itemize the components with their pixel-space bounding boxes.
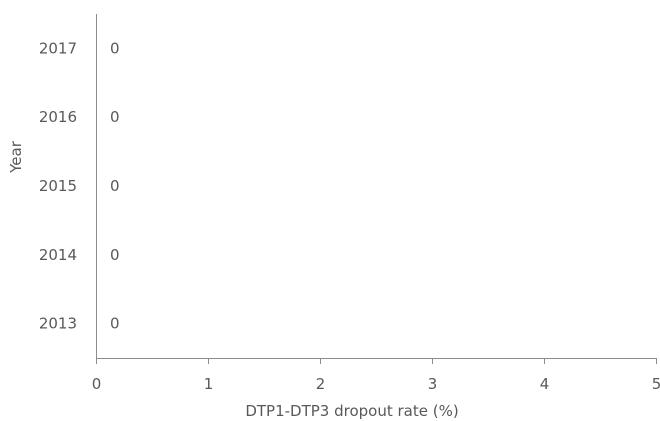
data-label: 0 bbox=[110, 108, 120, 126]
y-axis-tick-labels: 2013 2014 2015 2016 2017 bbox=[39, 39, 77, 332]
data-label: 0 bbox=[110, 39, 120, 57]
x-tick-label: 4 bbox=[540, 375, 550, 393]
x-tick-label: 5 bbox=[652, 375, 660, 393]
x-axis-ticks: 0 1 2 3 4 5 bbox=[92, 358, 660, 393]
data-label: 0 bbox=[110, 246, 120, 264]
x-tick-label: 2 bbox=[316, 375, 326, 393]
y-axis-title: Year bbox=[7, 140, 25, 174]
y-tick-label: 2013 bbox=[39, 315, 77, 333]
y-tick-label: 2014 bbox=[39, 246, 77, 264]
y-tick-label: 2015 bbox=[39, 177, 77, 195]
x-tick-label: 1 bbox=[204, 375, 214, 393]
y-tick-label: 2017 bbox=[39, 39, 77, 57]
y-tick-label: 2016 bbox=[39, 108, 77, 126]
x-tick-label: 0 bbox=[92, 375, 102, 393]
data-labels: 0 0 0 0 0 bbox=[110, 39, 120, 332]
data-label: 0 bbox=[110, 177, 120, 195]
x-axis-title: DTP1-DTP3 dropout rate (%) bbox=[245, 402, 458, 420]
data-label: 0 bbox=[110, 315, 120, 333]
x-tick-label: 3 bbox=[428, 375, 438, 393]
